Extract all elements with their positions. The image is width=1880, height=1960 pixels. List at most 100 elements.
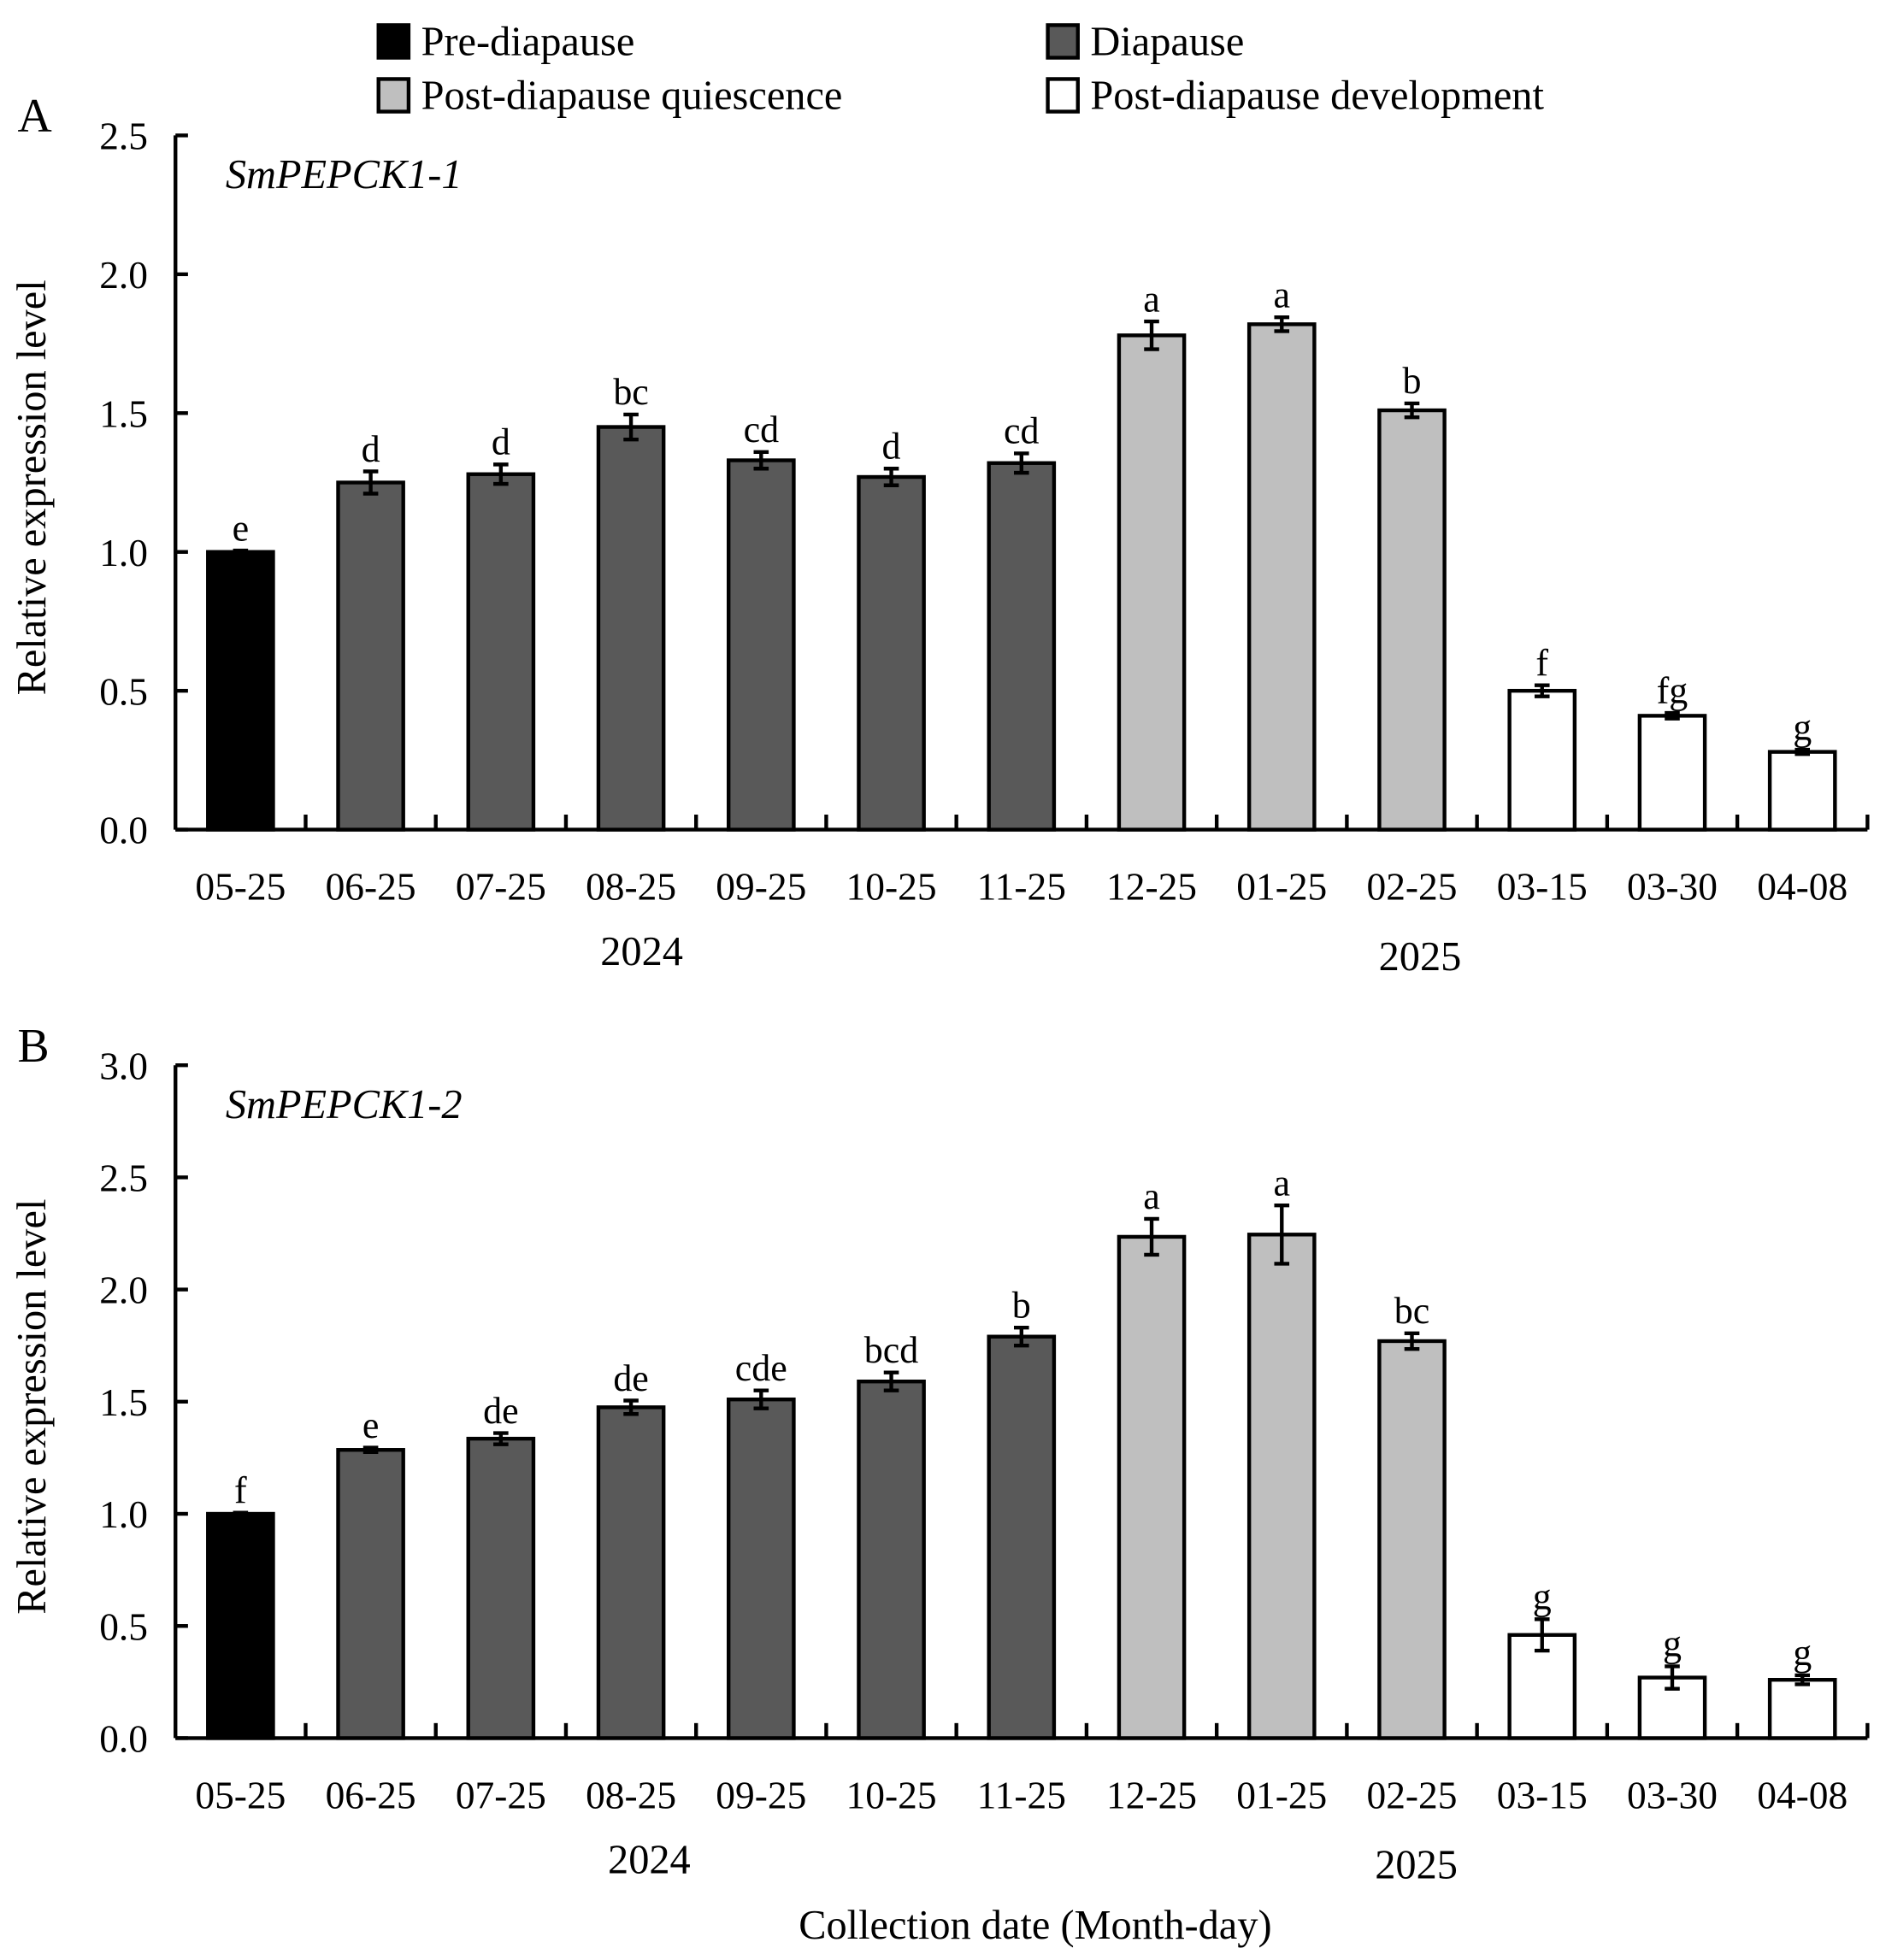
y-tick-label: 1.5 <box>99 392 148 435</box>
x-tick-label: 05-25 <box>195 866 286 909</box>
significance-letter: cd <box>744 409 780 450</box>
bar <box>466 1436 536 1740</box>
gene-title: SmPEPCK1-2 <box>226 1082 463 1127</box>
significance-letter: g <box>1533 1576 1552 1618</box>
significance-letter: g <box>1793 1632 1812 1674</box>
bar <box>857 1379 926 1740</box>
bar <box>1117 1234 1187 1740</box>
significance-letter: f <box>234 1469 247 1511</box>
x-tick-label: 01-25 <box>1236 866 1327 909</box>
significance-letter: g <box>1793 706 1812 748</box>
bar <box>1507 688 1577 832</box>
legend-label: Pre-diapause <box>421 20 635 65</box>
x-tick-label: 01-25 <box>1236 1775 1327 1817</box>
bar <box>726 1397 796 1740</box>
significance-letter: a <box>1143 278 1160 320</box>
significance-letter: cd <box>1004 410 1040 452</box>
year-label: 2024 <box>600 929 683 974</box>
y-tick-label: 2.5 <box>99 115 148 158</box>
bar <box>336 1448 405 1740</box>
y-tick-label: 1.0 <box>99 1493 148 1536</box>
bar <box>726 458 796 832</box>
significance-letter: f <box>1535 642 1548 684</box>
bar <box>206 1511 275 1740</box>
legend-swatch <box>376 77 411 114</box>
x-tick-label: 04-08 <box>1757 1775 1848 1817</box>
legend-label: Post-diapause development <box>1090 74 1544 119</box>
significance-letter: bcd <box>864 1329 918 1371</box>
x-tick-label: 03-30 <box>1627 866 1718 909</box>
significance-letter: b <box>1403 360 1422 402</box>
x-tick-label: 12-25 <box>1106 866 1197 909</box>
bar <box>1377 408 1447 832</box>
gene-title: SmPEPCK1-1 <box>226 152 463 197</box>
bar <box>1246 322 1317 832</box>
bar <box>1767 1678 1837 1740</box>
x-tick-label: 04-08 <box>1757 866 1848 909</box>
y-tick-label: 2.0 <box>99 1269 148 1312</box>
significance-letter: d <box>362 428 380 470</box>
legend-swatch <box>376 23 411 60</box>
x-axis-title: Collection date (Month-day) <box>799 1903 1271 1948</box>
x-tick-label: 07-25 <box>456 866 546 909</box>
x-tick-label: 06-25 <box>326 1775 416 1817</box>
significance-letter: cde <box>735 1347 787 1389</box>
bar <box>1246 1233 1317 1740</box>
bar <box>466 472 536 832</box>
significance-letter: a <box>1274 1162 1291 1204</box>
significance-letter: de <box>613 1357 649 1399</box>
y-tick-label: 0.0 <box>99 1718 148 1761</box>
significance-letter: a <box>1274 274 1291 315</box>
x-tick-label: 03-15 <box>1497 1775 1588 1817</box>
x-tick-label: 10-25 <box>846 1775 937 1817</box>
bar <box>987 1334 1057 1740</box>
y-tick-label: 1.5 <box>99 1381 148 1424</box>
year-label: 2025 <box>1379 934 1462 980</box>
significance-letter: a <box>1143 1175 1160 1217</box>
bar <box>1767 750 1837 832</box>
y-tick-label: 2.5 <box>99 1157 148 1200</box>
significance-letter: bc <box>613 371 649 413</box>
y-tick-label: 0.5 <box>99 1605 148 1648</box>
x-tick-label: 03-15 <box>1497 866 1588 909</box>
bar <box>987 461 1057 832</box>
x-tick-label: 06-25 <box>326 866 416 909</box>
legend-label: Post-diapause quiescence <box>421 74 843 119</box>
x-tick-label: 09-25 <box>716 866 806 909</box>
bar <box>1637 714 1707 832</box>
panel-label: A <box>18 90 52 143</box>
y-axis-title: Relative expression level <box>9 280 55 695</box>
panel-b: 0.0 0.5 1.0 1.5 2.0 2.5 3.0 f 05-25 e 06-25 de 07-25… <box>9 1020 1870 1888</box>
x-tick-label: 12-25 <box>1106 1775 1197 1817</box>
significance-letter: d <box>882 426 901 468</box>
bar <box>596 1405 666 1740</box>
significance-letter: de <box>483 1390 519 1432</box>
x-tick-label: 11-25 <box>977 866 1066 909</box>
y-tick-label: 3.0 <box>99 1045 148 1087</box>
significance-letter: fg <box>1657 669 1688 711</box>
x-tick-label: 08-25 <box>586 1775 676 1817</box>
legend-swatch <box>1046 23 1080 60</box>
year-label: 2024 <box>608 1838 691 1883</box>
legend-label: Diapause <box>1090 20 1244 65</box>
x-tick-label: 08-25 <box>586 866 676 909</box>
panel-a: 0.0 0.5 1.0 1.5 2.0 2.5 e 05-25 d 06-25 d 07-25 bc 08… <box>9 90 1870 980</box>
significance-letter: b <box>1012 1284 1031 1326</box>
bar <box>857 474 926 832</box>
x-tick-label: 02-25 <box>1366 1775 1457 1817</box>
y-tick-label: 1.0 <box>99 532 148 574</box>
significance-letter: d <box>492 421 510 463</box>
bar <box>596 425 666 832</box>
x-tick-label: 02-25 <box>1366 866 1457 909</box>
significance-letter: e <box>233 507 250 549</box>
x-tick-label: 07-25 <box>456 1775 546 1817</box>
legend: Pre-diapause Diapause Post-diapause quiesc… <box>376 20 1544 119</box>
x-tick-label: 03-30 <box>1627 1775 1718 1817</box>
y-axis-title: Relative expression level <box>9 1199 55 1615</box>
year-label: 2025 <box>1375 1843 1458 1888</box>
y-tick-label: 0.0 <box>99 809 148 852</box>
significance-letter: g <box>1663 1623 1682 1665</box>
significance-letter: e <box>362 1404 380 1446</box>
x-tick-label: 10-25 <box>846 866 937 909</box>
